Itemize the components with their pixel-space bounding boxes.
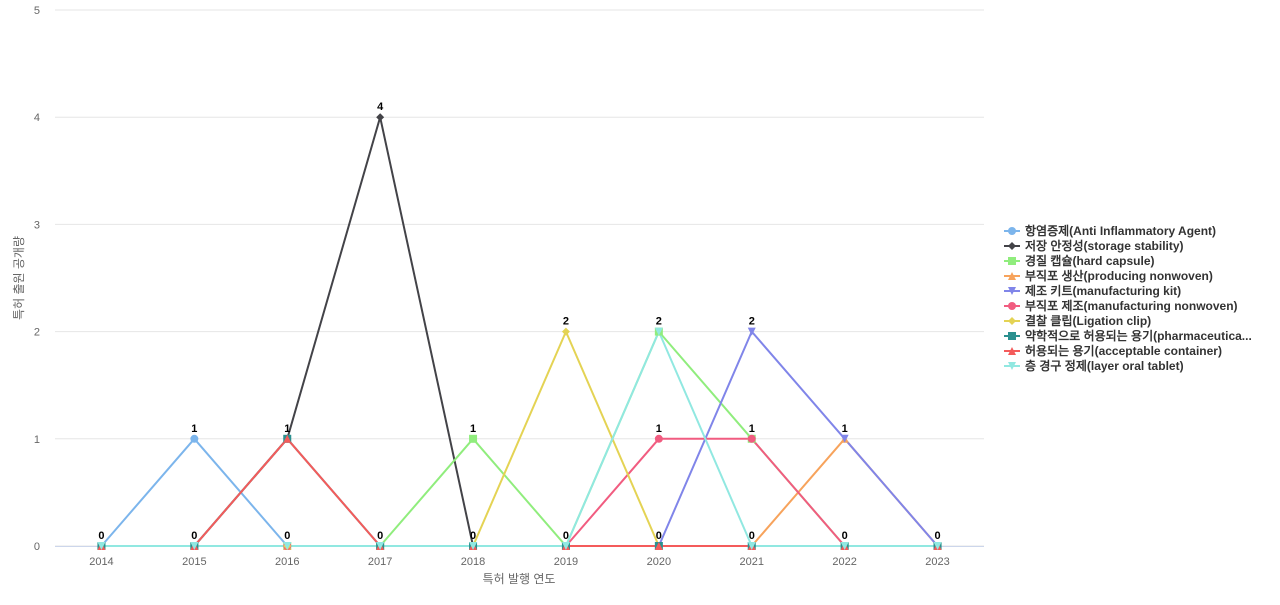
data-label: 1 xyxy=(470,423,476,435)
x-tick-label: 2014 xyxy=(89,556,113,568)
data-point xyxy=(283,542,292,550)
data-point xyxy=(840,542,849,550)
legend-marker xyxy=(1008,317,1016,325)
y-axis-title: 특허 출원 공개량 xyxy=(12,236,26,320)
data-label: 1 xyxy=(842,423,848,435)
data-label: 0 xyxy=(191,530,197,542)
legend-marker xyxy=(1008,362,1016,370)
x-tick-label: 2022 xyxy=(832,556,856,568)
series-line xyxy=(101,330,938,547)
x-tick-label: 2021 xyxy=(740,556,764,568)
y-tick-label: 0 xyxy=(34,541,40,553)
data-point xyxy=(654,542,663,550)
x-tick-label: 2018 xyxy=(461,556,485,568)
data-label: 2 xyxy=(563,316,569,328)
legend-marker xyxy=(1008,272,1016,280)
legend-marker xyxy=(1008,257,1016,265)
data-point xyxy=(469,434,478,443)
x-tick-label: 2017 xyxy=(368,556,392,568)
legend-item: 부직포 생산(producing nonwoven) xyxy=(1004,268,1213,283)
grid xyxy=(55,9,984,547)
legend-item: 부직포 제조(manufacturing nonwoven) xyxy=(1004,298,1238,313)
data-point xyxy=(840,434,849,443)
data-label: 2 xyxy=(656,316,662,328)
data-point xyxy=(190,434,199,443)
legend-item: 경질 캡슐(hard capsule) xyxy=(1004,254,1155,268)
data-label: 0 xyxy=(284,530,290,542)
series-lines xyxy=(100,116,939,547)
data-label: 0 xyxy=(749,530,755,542)
y-tick-label: 1 xyxy=(34,434,40,446)
data-label: 0 xyxy=(470,530,476,542)
data-label: 0 xyxy=(377,530,383,542)
data-label: 1 xyxy=(749,423,755,435)
data-point xyxy=(283,434,292,443)
data-label: 1 xyxy=(656,423,662,435)
x-tick-label: 2016 xyxy=(275,556,299,568)
data-label: 0 xyxy=(98,530,104,542)
data-label: 0 xyxy=(563,530,569,542)
legend-marker xyxy=(1008,287,1016,295)
data-point xyxy=(747,327,756,336)
legend-label: 층 경구 정제(layer oral tablet) xyxy=(1025,358,1184,373)
legend-marker xyxy=(1008,227,1016,235)
legend-label: 약학적으로 허용되는 용기(pharmaceutica... xyxy=(1025,328,1252,343)
y-axis-ticks: 0 1 2 3 4 5 xyxy=(34,5,40,553)
legend-item: 저장 안정성(storage stability) xyxy=(1004,238,1184,253)
data-label: 2 xyxy=(749,316,755,328)
legend-label: 저장 안정성(storage stability) xyxy=(1025,238,1184,253)
data-label: 1 xyxy=(284,423,290,435)
legend-item: 층 경구 정제(layer oral tablet) xyxy=(1004,358,1184,373)
legend-label: 부직포 제조(manufacturing nonwoven) xyxy=(1025,298,1238,313)
data-point xyxy=(469,542,478,550)
x-tick-label: 2019 xyxy=(554,556,578,568)
data-labels: 0 1 0 1 0 4 0 1 0 2 0 2 1 0 2 1 0 1 0 0 xyxy=(98,101,940,542)
legend-marker xyxy=(1008,332,1016,340)
data-point xyxy=(933,542,942,550)
legend-marker xyxy=(1008,242,1016,250)
x-tick-label: 2015 xyxy=(182,556,206,568)
data-point xyxy=(376,113,385,122)
x-axis-title: 특허 발행 연도 xyxy=(483,571,556,586)
legend-label: 항염증제(Anti Inflammatory Agent) xyxy=(1025,223,1216,238)
legend-item: 결찰 클립(Ligation clip) xyxy=(1004,313,1151,328)
y-tick-label: 2 xyxy=(34,327,40,339)
data-label: 0 xyxy=(656,530,662,542)
data-point xyxy=(561,327,570,336)
series-markers xyxy=(97,113,942,550)
legend-marker xyxy=(1008,302,1016,310)
data-label: 4 xyxy=(377,101,384,113)
data-point xyxy=(747,434,756,443)
legend-item: 제조 키트(manufacturing kit) xyxy=(1004,283,1181,298)
legend-label: 경질 캡슐(hard capsule) xyxy=(1025,254,1155,268)
data-point xyxy=(561,542,570,550)
y-tick-label: 3 xyxy=(34,219,40,231)
data-point xyxy=(376,542,385,550)
x-tick-label: 2023 xyxy=(925,556,949,568)
data-point xyxy=(654,327,663,336)
legend-item: 약학적으로 허용되는 용기(pharmaceutica... xyxy=(1004,328,1252,343)
legend-label: 제조 키트(manufacturing kit) xyxy=(1025,283,1181,298)
legend-marker xyxy=(1008,347,1016,355)
legend-label: 부직포 생산(producing nonwoven) xyxy=(1025,268,1213,283)
data-point xyxy=(97,542,106,550)
legend-label: 결찰 클립(Ligation clip) xyxy=(1025,313,1151,328)
y-tick-label: 4 xyxy=(34,112,40,124)
legend: 항염증제(Anti Inflammatory Agent)저장 안정성(stor… xyxy=(1004,223,1252,373)
data-label: 1 xyxy=(191,423,197,435)
data-label: 0 xyxy=(934,530,940,542)
legend-item: 허용되는 용기(acceptable container) xyxy=(1004,343,1222,358)
legend-label: 허용되는 용기(acceptable container) xyxy=(1025,343,1222,358)
data-point xyxy=(747,542,756,550)
data-label: 0 xyxy=(842,530,848,542)
data-point xyxy=(654,434,663,443)
y-tick-label: 5 xyxy=(34,5,40,17)
x-tick-label: 2020 xyxy=(647,556,671,568)
data-point xyxy=(190,542,199,550)
legend-item: 항염증제(Anti Inflammatory Agent) xyxy=(1004,223,1216,238)
x-axis-ticks: 2014 2015 2016 2017 2018 2019 2020 2021 2022 2023 xyxy=(89,556,950,568)
